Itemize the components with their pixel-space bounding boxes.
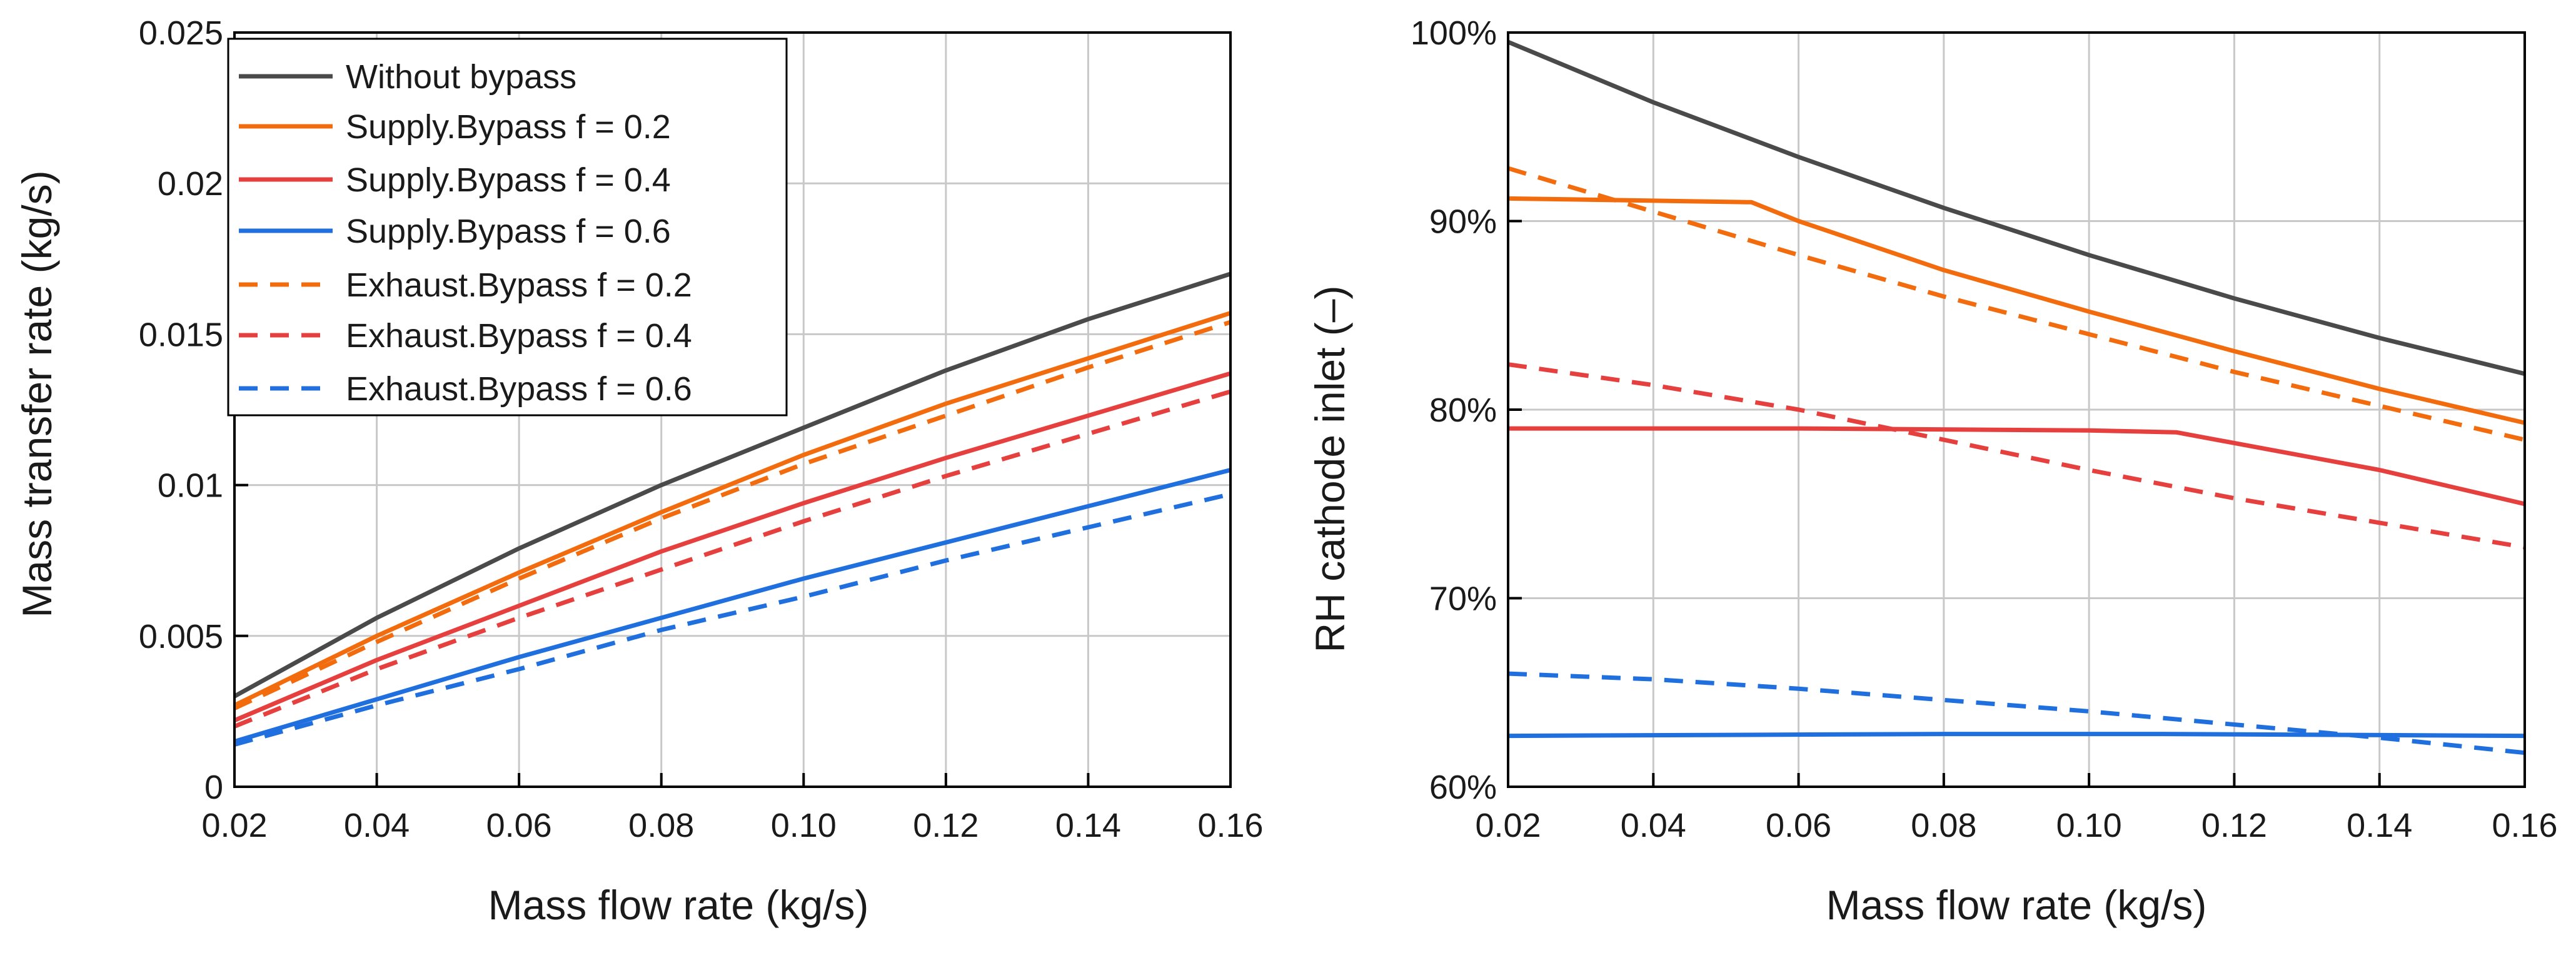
legend-label-supply-bypass-0-6: Supply.Bypass f = 0.6 <box>346 213 671 250</box>
left-y-tick-label: 0.005 <box>139 618 223 655</box>
right-x-tick-label: 0.16 <box>2492 807 2557 844</box>
right-x-tick-label: 0.14 <box>2347 807 2412 844</box>
left-y-tick-label: 0.015 <box>139 316 223 353</box>
left-y-tick-label: 0 <box>204 769 223 806</box>
legend-box <box>227 38 788 417</box>
right-series-without-bypass <box>1507 39 2525 376</box>
legend-entry-without-bypass: Without bypass <box>239 58 576 96</box>
legend: Without bypass Supply.Bypass f = 0.2 Sup… <box>227 38 788 417</box>
right-x-tick-label: 0.12 <box>2201 807 2267 844</box>
legend-entry-supply-bypass-0-6: Supply.Bypass f = 0.6 <box>239 213 671 250</box>
right-y-tick-label: 100% <box>1411 14 1497 52</box>
right-series-supply-bypass-f-0-2 <box>1507 196 2525 425</box>
legend-entry-exhaust-bypass-0-4: Exhaust.Bypass f = 0.4 <box>239 317 692 355</box>
right-series-supply-bypass-f-0-6 <box>1507 732 2525 739</box>
legend-entry-supply-bypass-0-2: Supply.Bypass f = 0.2 <box>239 108 671 146</box>
right-y-tick-label: 80% <box>1429 392 1497 429</box>
left-x-tick-label: 0.10 <box>771 807 837 844</box>
left-y-axis-title: Mass transfer rate (kg/s) <box>14 170 60 617</box>
right-series-exhaust-bypass-f-0-6 <box>1507 671 2525 755</box>
left-series-exhaust-bypass-f-0-6 <box>234 492 1231 747</box>
left-x-tick-label: 0.14 <box>1055 807 1121 844</box>
right-x-tick-label: 0.10 <box>2056 807 2122 844</box>
right-series-exhaust-bypass-f-0-2 <box>1507 166 2525 442</box>
left-panel-series <box>233 271 1232 747</box>
legend-entry-exhaust-bypass-0-2: Exhaust.Bypass f = 0.2 <box>239 266 692 304</box>
legend-label-exhaust-bypass-0-4: Exhaust.Bypass f = 0.4 <box>346 317 692 355</box>
right-x-tick-label: 0.04 <box>1621 807 1686 844</box>
left-x-tick-label: 0.08 <box>628 807 694 844</box>
left-panel-mass-transfer-rate: 0.02 0.04 0.06 0.08 0.10 0.12 0.14 0.16 0 0.005 0.… <box>14 14 1264 928</box>
legend-label-supply-bypass-0-4: Supply.Bypass f = 0.4 <box>346 161 671 199</box>
legend-entry-supply-bypass-0-4: Supply.Bypass f = 0.4 <box>239 161 671 199</box>
legend-label-exhaust-bypass-0-2: Exhaust.Bypass f = 0.2 <box>346 266 692 304</box>
legend-entry-exhaust-bypass-0-6: Exhaust.Bypass f = 0.6 <box>239 370 692 408</box>
right-x-tick-label: 0.02 <box>1475 807 1541 844</box>
left-x-axis-title: Mass flow rate (kg/s) <box>488 882 869 928</box>
left-x-tick-label: 0.16 <box>1197 807 1263 844</box>
right-panel-rh-cathode-inlet: 0.02 0.04 0.06 0.08 0.10 0.12 0.14 0.16 60% 70% 80… <box>1307 14 2558 928</box>
right-series-supply-bypass-f-0-4 <box>1508 426 2525 507</box>
right-x-axis-title: Mass flow rate (kg/s) <box>1826 882 2207 928</box>
left-y-tick-label: 0.025 <box>139 14 223 52</box>
legend-label-supply-bypass-0-2: Supply.Bypass f = 0.2 <box>346 108 671 146</box>
right-y-axis-title: RH cathode inlet (–) <box>1307 286 1353 653</box>
right-x-tick-label: 0.08 <box>1911 807 1976 844</box>
left-y-tick-label: 0.01 <box>158 467 223 505</box>
left-x-tick-label: 0.12 <box>913 807 979 844</box>
right-series-exhaust-bypass-f-0-4 <box>1507 362 2525 550</box>
right-panel-ticks: 0.02 0.04 0.06 0.08 0.10 0.12 0.14 0.16 60% 70% 80… <box>1411 14 2558 844</box>
right-panel-series <box>1507 39 2525 755</box>
left-series-exhaust-bypass-f-0-2 <box>233 320 1232 710</box>
left-x-tick-label: 0.02 <box>201 807 267 844</box>
left-x-tick-label: 0.04 <box>344 807 410 844</box>
left-panel-ticks: 0.02 0.04 0.06 0.08 0.10 0.12 0.14 0.16 0 0.005 0.… <box>139 14 1264 844</box>
left-series-supply-bypass-f-0-6 <box>234 468 1231 744</box>
left-y-tick-label: 0.02 <box>158 165 223 203</box>
legend-label-exhaust-bypass-0-6: Exhaust.Bypass f = 0.6 <box>346 370 692 408</box>
left-series-supply-bypass-f-0-4 <box>233 371 1231 723</box>
left-x-tick-label: 0.06 <box>486 807 552 844</box>
right-y-tick-label: 70% <box>1429 580 1497 618</box>
left-series-without-bypass <box>233 271 1232 699</box>
left-series-supply-bypass-f-0-2 <box>233 311 1232 707</box>
legend-label-without-bypass: Without bypass <box>346 58 576 96</box>
right-y-tick-label: 60% <box>1429 769 1497 806</box>
right-y-tick-label: 90% <box>1429 203 1497 241</box>
left-series-exhaust-bypass-f-0-4 <box>233 389 1231 729</box>
right-x-tick-label: 0.06 <box>1766 807 1831 844</box>
